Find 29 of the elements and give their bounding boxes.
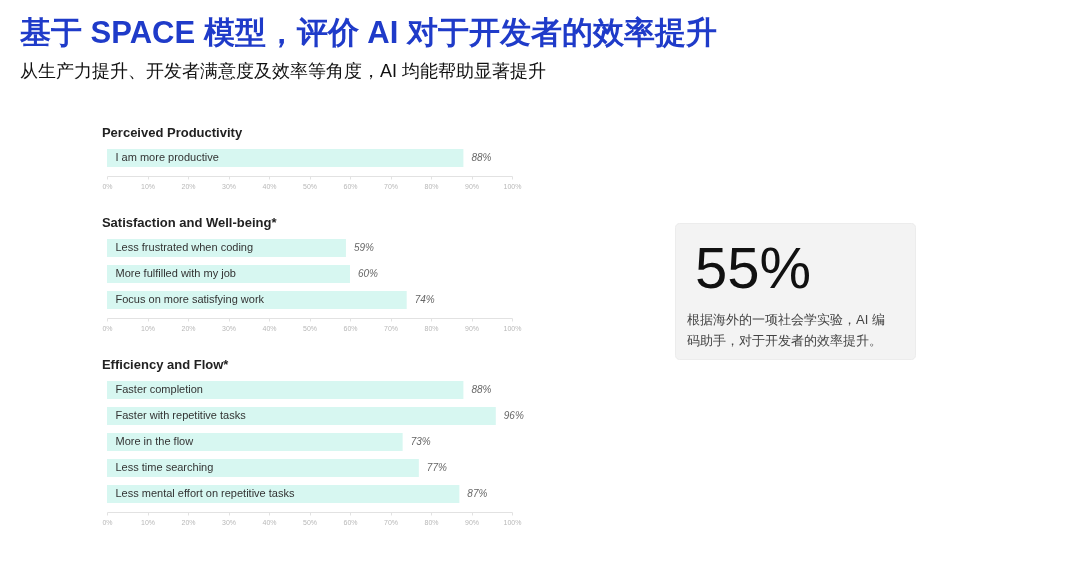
text: 基于 SPACE 模型，评价 AI 对于开发者的效率提升: [19, 15, 717, 50]
y-tick-label: Less time searching: [115, 461, 214, 473]
data-label: 74%: [414, 294, 435, 305]
y-tick-label: More in the flow: [115, 435, 194, 447]
data-label: 59%: [353, 242, 375, 253]
chart-title: Efficiency and Flow*: [101, 357, 230, 372]
y-tick-label: Less mental effort on repetitive tasks: [115, 487, 295, 499]
text: 从生产力提升、开发者满意度及效率等角度，AI 均能帮助显著提升: [20, 61, 547, 81]
data-label: 73%: [410, 436, 431, 447]
data-label: 77%: [426, 462, 447, 473]
data-label: 88%: [471, 152, 492, 163]
bar: [107, 458, 419, 478]
y-tick-label: More fulfilled with my job: [115, 267, 236, 279]
y-tick-label: Faster with repetitive tasks: [115, 409, 247, 421]
chart-title: Satisfaction and Well-being*: [101, 215, 278, 230]
y-tick-label: Faster completion: [115, 383, 203, 395]
y-tick-label: Focus on more satisfying work: [115, 293, 265, 305]
data-label: 87%: [467, 488, 488, 499]
text: 55%: [695, 235, 812, 300]
y-tick-label: Less frustrated when coding: [115, 241, 254, 253]
data-label: 96%: [503, 410, 524, 421]
chart-title: Perceived Productivity: [101, 125, 243, 140]
bar: [107, 380, 464, 400]
text: 根据海外的一项社会学实验，AI 编码助手，对于开发者的效率提升。: [687, 312, 885, 348]
bar: [107, 432, 403, 452]
data-label: 88%: [471, 384, 492, 395]
data-label: 60%: [358, 268, 379, 279]
y-tick-label: I am more productive: [115, 151, 219, 163]
bar: [107, 406, 496, 426]
